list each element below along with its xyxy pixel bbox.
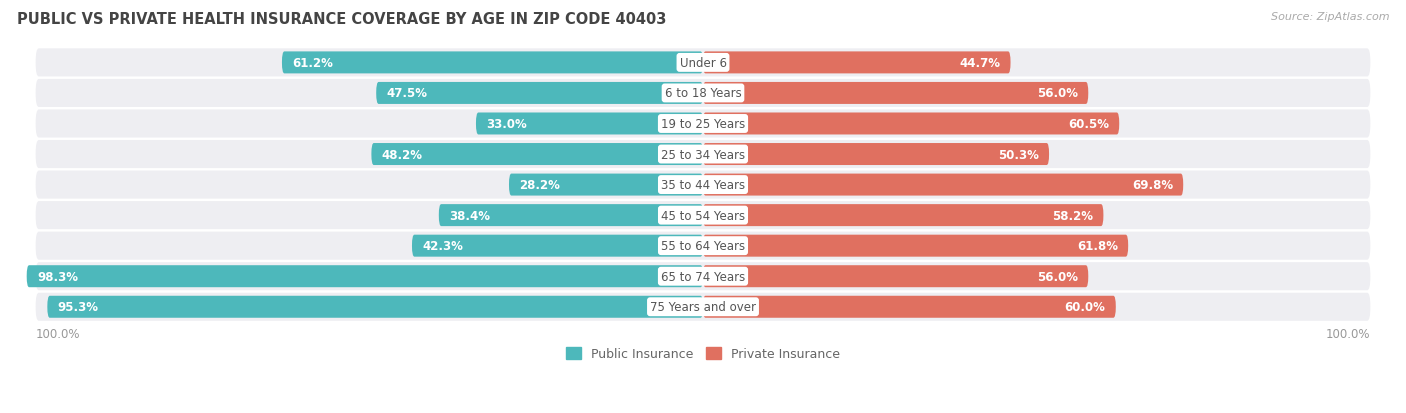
Text: 48.2%: 48.2% [381,148,423,161]
Text: 60.0%: 60.0% [1064,301,1105,313]
Text: 58.2%: 58.2% [1052,209,1092,222]
FancyBboxPatch shape [703,144,1049,166]
Text: 28.2%: 28.2% [519,179,560,192]
FancyBboxPatch shape [703,235,1128,257]
Text: 56.0%: 56.0% [1038,270,1078,283]
FancyBboxPatch shape [703,296,1116,318]
Text: 60.5%: 60.5% [1069,118,1109,131]
Text: 38.4%: 38.4% [449,209,491,222]
FancyBboxPatch shape [377,83,703,104]
Text: Source: ZipAtlas.com: Source: ZipAtlas.com [1271,12,1389,22]
FancyBboxPatch shape [371,144,703,166]
Legend: Public Insurance, Private Insurance: Public Insurance, Private Insurance [561,342,845,366]
Text: 33.0%: 33.0% [486,118,527,131]
Text: Under 6: Under 6 [679,57,727,70]
FancyBboxPatch shape [703,204,1104,227]
FancyBboxPatch shape [27,266,703,287]
FancyBboxPatch shape [35,49,1371,77]
Text: PUBLIC VS PRIVATE HEALTH INSURANCE COVERAGE BY AGE IN ZIP CODE 40403: PUBLIC VS PRIVATE HEALTH INSURANCE COVER… [17,12,666,27]
Text: 50.3%: 50.3% [998,148,1039,161]
Text: 100.0%: 100.0% [1326,327,1371,340]
Text: 25 to 34 Years: 25 to 34 Years [661,148,745,161]
Text: 56.0%: 56.0% [1038,87,1078,100]
Text: 65 to 74 Years: 65 to 74 Years [661,270,745,283]
Text: 75 Years and over: 75 Years and over [650,301,756,313]
FancyBboxPatch shape [35,202,1371,230]
FancyBboxPatch shape [35,263,1371,291]
FancyBboxPatch shape [35,232,1371,260]
Text: 61.8%: 61.8% [1077,240,1118,253]
FancyBboxPatch shape [703,52,1011,74]
FancyBboxPatch shape [35,171,1371,199]
Text: 19 to 25 Years: 19 to 25 Years [661,118,745,131]
Text: 35 to 44 Years: 35 to 44 Years [661,179,745,192]
FancyBboxPatch shape [703,266,1088,287]
FancyBboxPatch shape [703,113,1119,135]
Text: 69.8%: 69.8% [1132,179,1173,192]
FancyBboxPatch shape [412,235,703,257]
FancyBboxPatch shape [35,293,1371,321]
FancyBboxPatch shape [439,204,703,227]
Text: 61.2%: 61.2% [292,57,333,70]
Text: 45 to 54 Years: 45 to 54 Years [661,209,745,222]
FancyBboxPatch shape [35,80,1371,108]
Text: 98.3%: 98.3% [37,270,77,283]
Text: 95.3%: 95.3% [58,301,98,313]
FancyBboxPatch shape [35,110,1371,138]
FancyBboxPatch shape [477,113,703,135]
Text: 42.3%: 42.3% [422,240,463,253]
FancyBboxPatch shape [509,174,703,196]
Text: 6 to 18 Years: 6 to 18 Years [665,87,741,100]
Text: 47.5%: 47.5% [387,87,427,100]
FancyBboxPatch shape [703,83,1088,104]
FancyBboxPatch shape [35,141,1371,169]
FancyBboxPatch shape [48,296,703,318]
FancyBboxPatch shape [703,174,1184,196]
Text: 100.0%: 100.0% [35,327,80,340]
FancyBboxPatch shape [283,52,703,74]
Text: 55 to 64 Years: 55 to 64 Years [661,240,745,253]
Text: 44.7%: 44.7% [959,57,1000,70]
